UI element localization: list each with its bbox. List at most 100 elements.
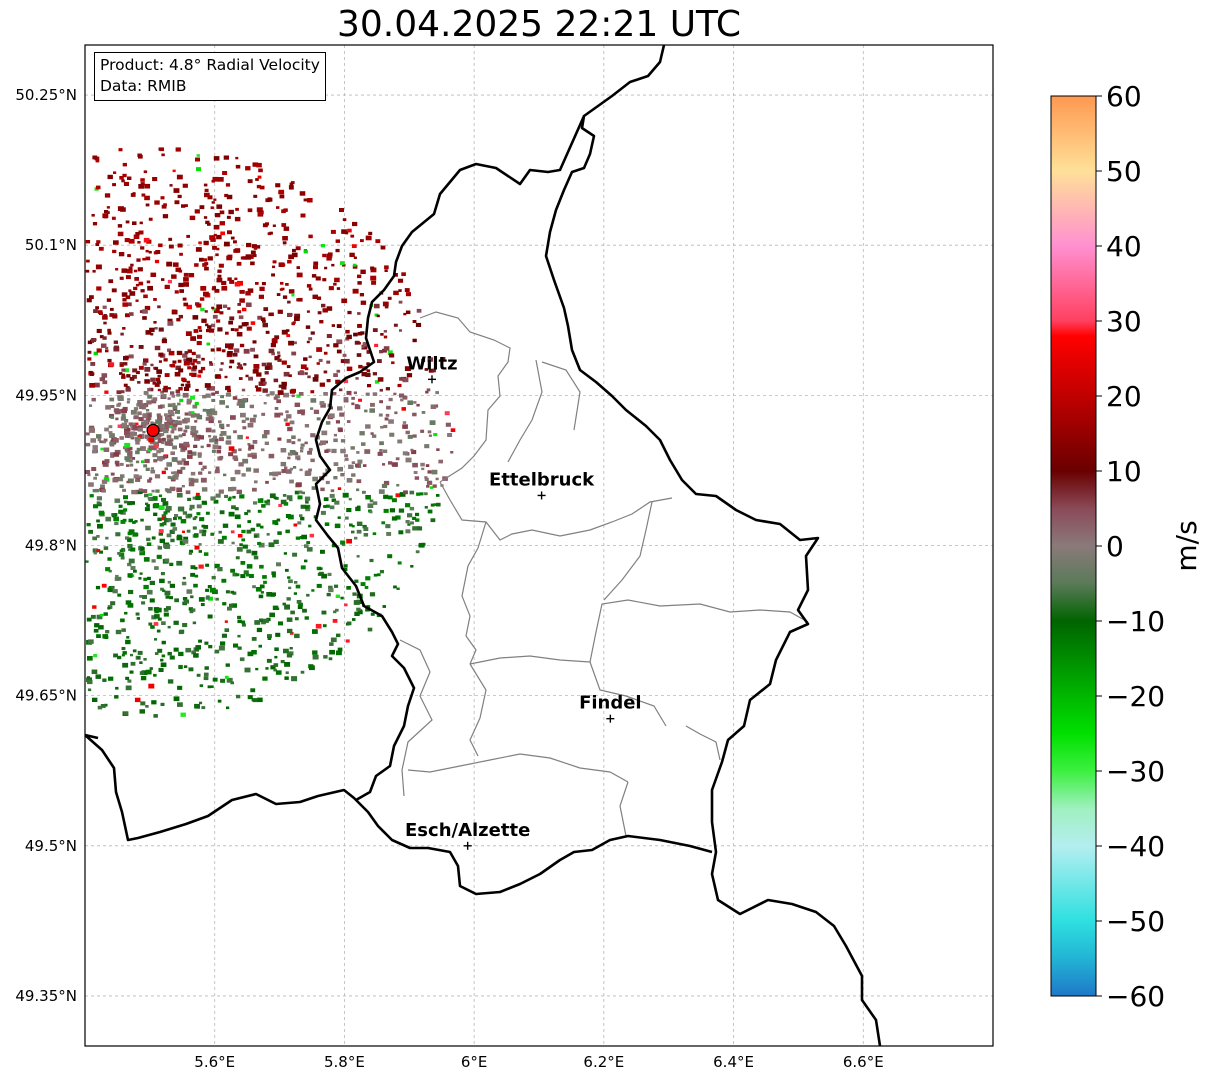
- echo-pixel: [194, 436, 200, 441]
- echo-pixel: [205, 511, 210, 515]
- echo-pixel: [283, 418, 288, 422]
- echo-pixel: [174, 514, 179, 518]
- echo-pixel: [257, 175, 262, 179]
- echo-pixel: [100, 447, 104, 451]
- echo-pixel: [210, 323, 216, 328]
- echo-pixel: [135, 479, 139, 482]
- echo-pixel: [376, 314, 380, 318]
- echo-pixel: [310, 458, 315, 463]
- echo-pixel: [251, 244, 257, 249]
- echo-pixel: [245, 417, 249, 421]
- echo-pixel: [194, 545, 200, 550]
- echo-pixel: [130, 193, 136, 197]
- echo-pixel: [94, 488, 100, 493]
- echo-pixel: [177, 534, 182, 539]
- echo-pixel: [150, 625, 155, 629]
- echo-pixel: [86, 259, 90, 263]
- echo-pixel: [215, 466, 220, 470]
- echo-pixel: [128, 446, 133, 451]
- echo-pixel: [161, 640, 166, 645]
- echo-pixel: [312, 629, 318, 634]
- echo-pixel: [369, 499, 374, 503]
- echo-pixel: [148, 493, 153, 497]
- echo-pixel: [316, 296, 322, 300]
- echo-pixel: [172, 423, 178, 427]
- echo-pixel: [125, 536, 130, 540]
- echo-pixel: [139, 550, 145, 556]
- echo-pixel: [247, 520, 252, 524]
- echo-pixel: [237, 303, 241, 306]
- echo-pixel: [402, 377, 409, 383]
- echo-pixel: [174, 420, 178, 424]
- echo-pixel: [193, 444, 198, 448]
- echo-pixel: [97, 705, 103, 710]
- echo-pixel: [402, 424, 408, 429]
- echo-pixel: [119, 549, 123, 552]
- echo-pixel: [374, 380, 380, 384]
- echo-pixel: [344, 516, 349, 520]
- echo-pixel: [196, 504, 202, 509]
- echo-pixel: [176, 420, 182, 426]
- echo-pixel: [384, 417, 389, 421]
- echo-pixel: [213, 198, 217, 201]
- echo-pixel: [295, 536, 300, 540]
- echo-pixel: [265, 501, 271, 506]
- echo-pixel: [123, 508, 128, 512]
- echo-pixel: [221, 280, 227, 285]
- echo-pixel: [235, 164, 241, 169]
- echo-pixel: [122, 327, 126, 330]
- echo-pixel: [256, 627, 263, 633]
- echo-pixel: [272, 224, 276, 227]
- echo-pixel: [337, 516, 341, 519]
- echo-pixel: [129, 670, 134, 674]
- echo-pixel: [102, 305, 107, 309]
- echo-pixel: [191, 650, 196, 655]
- echo-pixel: [247, 288, 254, 293]
- echo-pixel: [319, 567, 323, 570]
- echo-pixel: [93, 551, 97, 555]
- echo-pixel: [275, 670, 282, 675]
- echo-pixel: [425, 390, 429, 394]
- echo-pixel: [217, 177, 224, 182]
- echo-pixel: [88, 482, 94, 487]
- echo-pixel: [255, 667, 259, 671]
- echo-pixel: [133, 269, 138, 273]
- echo-pixel: [282, 241, 287, 245]
- echo-pixel: [141, 601, 146, 605]
- echo-pixel: [95, 674, 102, 679]
- echo-pixel: [181, 204, 186, 208]
- echo-pixel: [182, 623, 188, 628]
- echo-pixel: [120, 520, 126, 524]
- echo-pixel: [399, 329, 402, 332]
- echo-pixel: [405, 529, 411, 534]
- echo-pixel: [247, 208, 253, 213]
- echo-pixel: [372, 328, 378, 332]
- echo-pixel: [128, 558, 135, 564]
- echo-pixel: [340, 261, 345, 265]
- echo-pixel: [326, 306, 333, 311]
- echo-pixel: [306, 593, 310, 597]
- echo-pixel: [143, 464, 148, 468]
- echo-pixel: [177, 359, 182, 363]
- echo-pixel: [103, 321, 107, 325]
- echo-pixel: [158, 243, 163, 248]
- echo-pixel: [140, 246, 145, 250]
- echo-pixel: [185, 647, 192, 653]
- echo-pixel: [326, 379, 331, 383]
- echo-pixel: [283, 552, 287, 555]
- echo-pixel: [316, 566, 321, 571]
- echo-pixel: [230, 590, 235, 594]
- canton-boundary: [589, 599, 809, 663]
- echo-pixel: [189, 549, 193, 553]
- echo-pixel: [354, 340, 360, 345]
- echo-pixel: [105, 405, 111, 410]
- echo-pixel: [240, 399, 246, 404]
- echo-pixel: [154, 566, 159, 570]
- echo-pixel: [330, 637, 337, 643]
- echo-pixel: [160, 196, 165, 200]
- echo-pixel: [340, 359, 346, 363]
- echo-pixel: [250, 261, 255, 266]
- echo-pixel: [89, 428, 95, 433]
- echo-pixel: [215, 438, 219, 442]
- echo-pixel: [297, 605, 303, 609]
